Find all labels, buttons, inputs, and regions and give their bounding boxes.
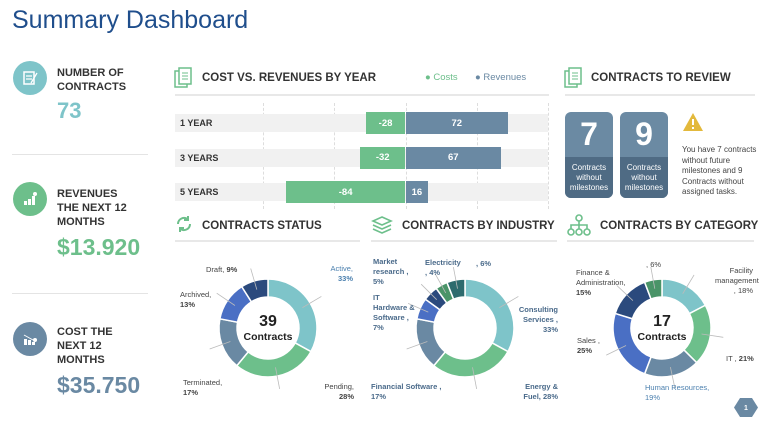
leader-line xyxy=(250,268,258,290)
gridline xyxy=(548,103,549,209)
leader-line xyxy=(434,273,447,294)
warning-text: You have 7 contracts without future mile… xyxy=(682,145,757,196)
slice-label-archived: Archived, 13% xyxy=(180,290,212,309)
slice-label-financial-software: Financial Software , 17% xyxy=(371,382,442,401)
leader-line xyxy=(406,341,428,350)
donut-slice xyxy=(445,278,466,301)
kpi-label: NUMBER OF CONTRACTS xyxy=(57,67,127,93)
slice-label-it-hardware: IT Hardware & Software , 7% xyxy=(373,293,415,332)
slice-label-energy: Energy & Fuel, 28% xyxy=(523,382,558,401)
slice-label-other: , 6% xyxy=(476,259,492,268)
slice-label-active: Active, 33% xyxy=(330,264,353,283)
section-title: CONTRACTS BY INDUSTRY xyxy=(402,220,555,232)
leader-line xyxy=(452,267,458,289)
slice-label-hr: Human Resources, 19% xyxy=(645,383,710,402)
divider xyxy=(371,240,557,242)
leader-line xyxy=(650,266,656,289)
legend-label: Revenues xyxy=(483,72,527,83)
divider xyxy=(565,94,755,96)
document-icon xyxy=(564,67,582,88)
hierarchy-icon xyxy=(567,214,591,236)
section-title: CONTRACTS TO REVIEW xyxy=(591,72,731,84)
donut-slice xyxy=(432,341,509,378)
center-label: Contracts xyxy=(243,331,293,343)
slice-label-other: , 6% xyxy=(646,260,662,269)
center-label: Contracts xyxy=(637,331,687,343)
leader-line xyxy=(499,296,519,308)
warning-icon xyxy=(683,113,703,131)
slice-label-sales: Sales , 25% xyxy=(577,336,600,355)
leader-line xyxy=(701,333,724,338)
growth-chart-icon xyxy=(13,182,47,216)
category-label: 5 YEARS xyxy=(180,187,219,197)
kpi-label: COST THE NEXT 12 MONTHS xyxy=(57,326,113,366)
review-box[interactable]: 7 Contracts without milestones xyxy=(565,112,613,198)
page-number: 1 xyxy=(744,405,748,412)
review-count: 9 xyxy=(635,116,653,152)
slice-label-terminated: Terminated, 17% xyxy=(183,378,223,397)
divider xyxy=(175,240,360,242)
leader-line xyxy=(302,296,322,308)
leader-line xyxy=(472,367,478,389)
divider xyxy=(175,94,549,96)
refresh-icon xyxy=(176,216,192,232)
slice-label-it: IT , 21% xyxy=(726,354,754,363)
page-title: Summary Dashboard xyxy=(12,6,249,34)
category-label: 1 YEAR xyxy=(180,118,213,128)
slice-label-finance: Finance & Administration, 15% xyxy=(576,268,626,297)
leader-line xyxy=(670,367,676,389)
leader-line xyxy=(407,303,429,313)
review-label: Contracts without milestones xyxy=(565,157,613,198)
section-title: CONTRACTS BY CATEGORY xyxy=(600,220,759,232)
center-value: 17 xyxy=(653,313,671,330)
legend-revenues: ● Revenues xyxy=(475,72,527,83)
bar-revenues: 72 xyxy=(405,112,509,134)
leader-line xyxy=(209,341,231,350)
leader-line xyxy=(216,292,236,306)
bar-costs: -84 xyxy=(285,181,406,203)
leader-line xyxy=(606,345,627,356)
kpi-value: $13.920 xyxy=(57,234,141,260)
slice-label-facility: Facility management , 18% xyxy=(715,266,759,295)
section-title: CONTRACTS STATUS xyxy=(202,220,322,232)
divider xyxy=(567,240,754,242)
review-box[interactable]: 9 Contracts without milestones xyxy=(620,112,668,198)
legend-label: Costs xyxy=(433,72,458,83)
kpi-value: 73 xyxy=(57,98,82,123)
center-value: 39 xyxy=(259,313,277,330)
slice-label-draft: Draft, 9% xyxy=(206,265,238,274)
bar-costs: -32 xyxy=(359,146,406,169)
leader-line xyxy=(616,285,634,301)
donut-slice xyxy=(464,278,515,353)
legend-costs: ● Costs xyxy=(425,72,458,83)
document-icon xyxy=(174,67,192,88)
divider xyxy=(12,293,148,294)
leader-line xyxy=(682,274,695,294)
donut-slice xyxy=(235,341,312,378)
donut-slice xyxy=(643,348,698,378)
donut-slice xyxy=(643,278,663,300)
divider xyxy=(12,154,148,155)
category-label: 3 YEARS xyxy=(180,152,219,163)
layers-icon xyxy=(371,216,393,234)
contract-icon xyxy=(13,61,47,95)
donut-slice xyxy=(240,278,269,303)
slice-label-pending: Pending, 28% xyxy=(324,382,354,401)
section-title: COST VS. REVENUES BY YEAR xyxy=(202,72,377,84)
bar-costs: -28 xyxy=(365,112,406,134)
decline-chart-icon xyxy=(13,322,47,356)
bar-revenues: 67 xyxy=(405,146,501,169)
leader-line xyxy=(420,283,437,300)
kpi-label: REVENUES THE NEXT 12 MONTHS xyxy=(57,188,127,228)
review-count: 7 xyxy=(580,116,598,152)
bar-revenues: 16 xyxy=(405,181,429,203)
review-label: Contracts without milestones xyxy=(620,157,668,198)
leader-line xyxy=(275,367,281,389)
kpi-value: $35.750 xyxy=(57,372,141,398)
slice-label-electricity: Electricity , 4% xyxy=(425,258,461,277)
slice-label-market-research: Market research , 5% xyxy=(373,257,409,286)
slice-label-consulting: Consulting Services , 33% xyxy=(518,305,558,334)
page-number-badge: 1 xyxy=(734,398,758,417)
